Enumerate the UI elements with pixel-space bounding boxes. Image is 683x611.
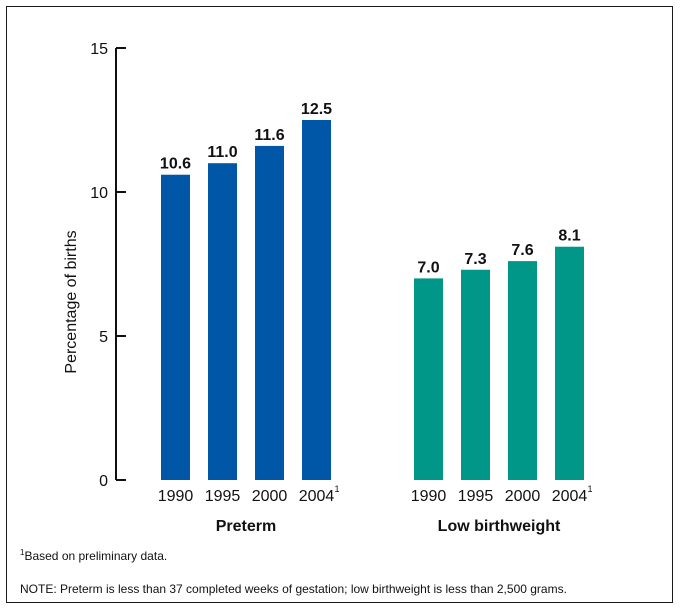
x-tick-label: 1995	[205, 488, 241, 505]
group-label: Preterm	[216, 518, 276, 535]
footnote-marker: 1	[20, 548, 25, 557]
bar-value-label: 11.0	[207, 144, 237, 161]
y-tick-label: 10	[90, 185, 108, 202]
footnote: 1Based on preliminary data.	[20, 548, 167, 563]
x-tick-label: 1995	[458, 488, 494, 505]
bar-value-label: 10.6	[160, 156, 191, 173]
y-tick-label: 15	[90, 41, 108, 58]
x-tick-label: 2004	[552, 488, 588, 505]
x-tick-label: 1990	[411, 488, 447, 505]
bar	[555, 246, 584, 480]
bar	[302, 120, 331, 480]
group-label: Low birthweight	[438, 518, 561, 535]
chart-frame	[6, 6, 673, 603]
x-tick-footnote-marker: 1	[335, 484, 340, 494]
x-tick-footnote-marker: 1	[588, 484, 593, 494]
x-tick-label: 2004	[299, 488, 335, 505]
x-tick-label: 2000	[505, 488, 541, 505]
y-axis-label: Percentage of births	[63, 230, 80, 373]
x-tick-label: 2000	[252, 488, 288, 505]
note-text: NOTE: Preterm is less than 37 completed …	[20, 582, 567, 596]
bar	[508, 261, 537, 480]
bar-value-label: 7.6	[511, 242, 533, 259]
x-tick-label: 1990	[158, 488, 194, 505]
bar-value-label: 7.3	[464, 251, 486, 268]
y-tick-label: 0	[99, 473, 108, 490]
footnote-text: Based on preliminary data.	[24, 549, 168, 563]
bar-value-label: 12.5	[301, 101, 332, 118]
bar	[208, 163, 237, 480]
bar-value-label: 8.1	[558, 228, 580, 245]
bar	[461, 269, 490, 480]
bar	[255, 145, 284, 481]
bar	[414, 278, 443, 480]
bar-value-label: 7.0	[417, 259, 439, 276]
y-tick-label: 5	[99, 329, 108, 346]
bar-value-label: 11.6	[254, 127, 284, 144]
bar	[161, 174, 190, 480]
